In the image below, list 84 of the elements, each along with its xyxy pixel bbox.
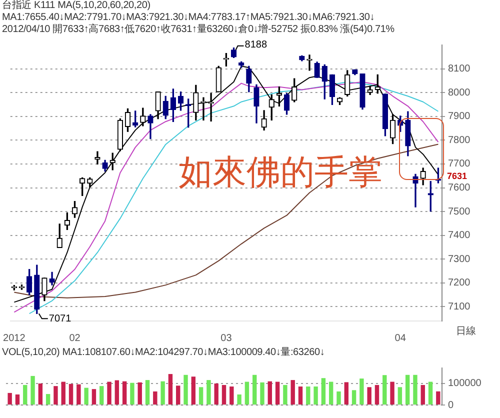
bar xyxy=(54,386,58,404)
bar xyxy=(168,374,173,404)
bar xyxy=(420,384,425,404)
candlestick xyxy=(412,174,418,208)
x-tick-label: 2012 xyxy=(3,332,26,344)
bar xyxy=(352,390,356,404)
x-tick-label: 02 xyxy=(69,332,81,344)
bar xyxy=(336,391,341,404)
text: 日線 xyxy=(456,326,476,337)
y-tick-label: 7500 xyxy=(448,206,471,218)
bar xyxy=(398,387,402,404)
annotation: 7071 xyxy=(48,313,72,324)
bar xyxy=(237,394,242,404)
bar xyxy=(46,394,50,404)
bar xyxy=(145,380,150,404)
bar xyxy=(260,382,264,404)
bar xyxy=(374,384,380,404)
bar xyxy=(23,384,28,404)
bar xyxy=(405,374,410,404)
bar xyxy=(344,382,348,404)
bar xyxy=(413,374,418,404)
bar xyxy=(230,386,234,404)
bar xyxy=(61,382,66,404)
bar xyxy=(68,384,74,404)
y-tick-label: 7900 xyxy=(448,111,471,122)
candlestick xyxy=(200,97,206,121)
x-tick-label: 04 xyxy=(394,332,406,344)
bar xyxy=(360,378,364,404)
chart-subtitle: 2012/04/10 開7633↑高7683↑低7620↑收7631↑量63260↓倉0↓增-52752 振0.83% 漲(54)0.71% xyxy=(1,24,396,36)
y-tick-label: 7700 xyxy=(448,158,471,170)
bar xyxy=(84,388,88,404)
bar xyxy=(298,386,303,404)
annotation: 8188 xyxy=(244,40,268,51)
bar xyxy=(153,391,158,404)
bar xyxy=(382,375,387,404)
bar xyxy=(206,380,211,404)
bar xyxy=(15,394,20,404)
y-tick-label: 7300 xyxy=(448,254,471,265)
chart-title: VOL(5,10,20) MA1:108107.60↓MA2:104297.70↓MA3:100009.40↓量:63260↓ xyxy=(1,347,326,359)
y-tick-label: 8000 xyxy=(448,87,471,98)
x-tick-label: 03 xyxy=(220,332,232,344)
bar xyxy=(283,384,288,404)
bar xyxy=(30,376,35,404)
bar xyxy=(428,382,433,404)
bar xyxy=(214,383,218,404)
y-tick-label: 100000 xyxy=(448,378,482,390)
bar xyxy=(314,386,318,404)
bar xyxy=(38,383,43,404)
bar xyxy=(268,381,272,404)
chart-title: 台指近 K111 MA(5,10,20,60,20,20) MA1:7655.40↓MA2:7791.70↓MA3:7921.30↓MA4:7783.17↑MA5:7921.30↓MA6:7921.30↓ xyxy=(1,0,376,24)
bar xyxy=(321,378,326,404)
y-tick-label: 7100 xyxy=(448,301,471,312)
bar xyxy=(306,386,310,404)
bar xyxy=(244,382,250,404)
bar xyxy=(222,384,226,404)
bar xyxy=(328,382,334,404)
y-tick-label: 7600 xyxy=(448,182,471,194)
bar xyxy=(100,386,104,404)
bar xyxy=(390,382,394,404)
bar xyxy=(76,384,81,404)
bar xyxy=(436,391,440,404)
y-tick-label: 0 xyxy=(448,400,454,411)
bar xyxy=(122,381,127,404)
bar xyxy=(290,380,295,404)
y-tick-label: 7400 xyxy=(448,230,471,242)
y-tick-label: 7200 xyxy=(448,278,471,289)
bar xyxy=(176,386,180,404)
bar xyxy=(114,380,120,404)
bar xyxy=(107,382,112,404)
bar xyxy=(191,376,196,404)
y-tick-label: 7800 xyxy=(448,134,471,146)
bar xyxy=(252,374,257,404)
bar xyxy=(275,382,280,404)
bar xyxy=(198,387,204,404)
bar xyxy=(160,381,165,404)
bar xyxy=(367,387,372,404)
bar xyxy=(130,382,134,404)
text: 7631 xyxy=(447,170,468,181)
bar xyxy=(138,382,142,404)
bar xyxy=(8,392,12,404)
candlestick xyxy=(94,151,100,165)
bar xyxy=(92,389,96,404)
bar xyxy=(184,374,188,404)
y-tick-label: 8100 xyxy=(448,64,471,75)
